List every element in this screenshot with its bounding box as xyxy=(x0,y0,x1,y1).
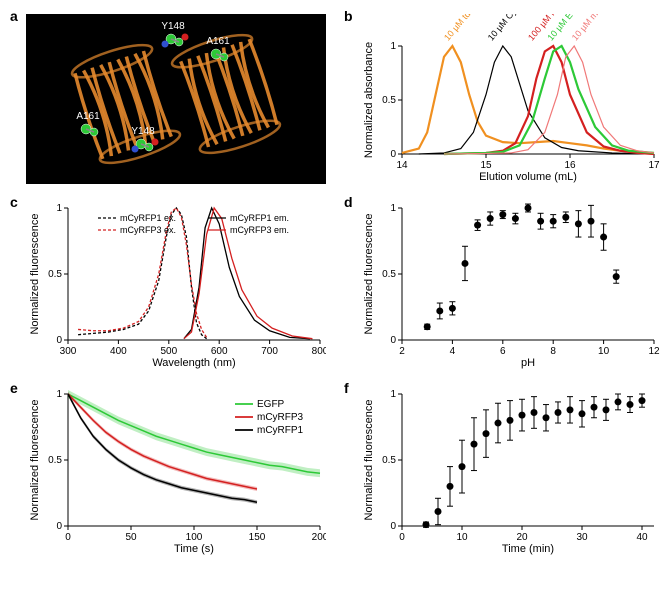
svg-text:800: 800 xyxy=(312,346,326,357)
svg-text:50: 50 xyxy=(125,532,137,543)
svg-text:Normalized fluorescence: Normalized fluorescence xyxy=(29,213,41,334)
svg-text:1: 1 xyxy=(56,203,62,214)
panel-d-label: d xyxy=(344,194,353,210)
panel-f: f 0 10 20 30 40 0 0.5 1 Time (min) Normalized flu… xyxy=(344,382,660,556)
protein-structure: Y148 A161 A161 Y148 xyxy=(26,14,326,184)
photobleach-chart: 0 50 100 150 200 0 0.5 1 Time (s) Normalized fluo… xyxy=(26,386,326,556)
svg-text:4: 4 xyxy=(450,346,456,357)
panel-f-label: f xyxy=(344,380,349,396)
svg-text:14: 14 xyxy=(396,160,408,171)
panel-e: e 0 50 100 150 200 0 0.5 1 Time (s) Normalized fl… xyxy=(10,382,326,556)
svg-text:pH: pH xyxy=(521,357,535,369)
svg-text:1: 1 xyxy=(390,389,396,400)
svg-text:6: 6 xyxy=(500,346,506,357)
panel-c-label: c xyxy=(10,194,18,210)
svg-text:mCyRFP1 em.: mCyRFP1 em. xyxy=(230,213,289,223)
svg-text:1: 1 xyxy=(56,389,62,400)
svg-text:Wavelength (nm): Wavelength (nm) xyxy=(152,357,235,369)
svg-text:8: 8 xyxy=(550,346,556,357)
svg-text:Time (s): Time (s) xyxy=(174,543,214,555)
svg-text:mCyRFP3: mCyRFP3 xyxy=(257,412,304,423)
svg-text:0.5: 0.5 xyxy=(382,455,396,466)
svg-text:10 µM mCyRFP3: 10 µM mCyRFP3 xyxy=(570,14,622,42)
svg-text:A161: A161 xyxy=(206,36,230,47)
svg-text:0: 0 xyxy=(65,532,71,543)
elution-chart: 14 15 16 17 0 0.5 1 Elution volume (mL) Normaliz… xyxy=(360,14,660,184)
svg-text:30: 30 xyxy=(576,532,588,543)
svg-text:10: 10 xyxy=(598,346,610,357)
maturation-chart: 0 10 20 30 40 0 0.5 1 Time (min) Normalized fluor… xyxy=(360,386,660,556)
svg-text:16: 16 xyxy=(564,160,576,171)
svg-text:mCyRFP3 ex.: mCyRFP3 ex. xyxy=(120,225,176,235)
svg-text:Time (min): Time (min) xyxy=(502,543,554,555)
svg-text:Normalized fluorescence: Normalized fluorescence xyxy=(363,213,375,334)
svg-text:17: 17 xyxy=(648,160,660,171)
svg-text:Normalized fluorescence: Normalized fluorescence xyxy=(363,399,375,520)
figure-grid: a Y148A161A161Y148 b 1415161700.51Elutio… xyxy=(10,10,659,556)
svg-text:150: 150 xyxy=(249,532,266,543)
svg-text:0: 0 xyxy=(390,521,396,532)
svg-text:0.5: 0.5 xyxy=(382,95,396,106)
svg-text:A161: A161 xyxy=(76,111,100,122)
panel-a: a Y148 A161 A161 Y148 xyxy=(10,10,326,184)
svg-text:10 µM CyRFP1: 10 µM CyRFP1 xyxy=(486,14,533,42)
svg-text:Normalized fluorescence: Normalized fluorescence xyxy=(29,399,41,520)
svg-text:100: 100 xyxy=(186,532,203,543)
panel-d: d 2 4 6 8 10 12 0 0.5 1 pH Normalized fluorescence xyxy=(344,196,660,370)
svg-text:mCyRFP1 ex.: mCyRFP1 ex. xyxy=(120,213,176,223)
panel-e-label: e xyxy=(10,380,18,396)
panel-b-label: b xyxy=(344,8,353,24)
panel-a-label: a xyxy=(10,8,18,24)
svg-text:500: 500 xyxy=(160,346,177,357)
panel-c: c 300 400 500 600 700 800 0 0.5 1 Wavelength (nm)… xyxy=(10,196,326,370)
svg-text:12: 12 xyxy=(648,346,660,357)
svg-text:1: 1 xyxy=(390,41,396,52)
svg-text:Y148: Y148 xyxy=(131,126,155,137)
svg-text:15: 15 xyxy=(480,160,492,171)
svg-text:0: 0 xyxy=(56,521,62,532)
svg-text:400: 400 xyxy=(110,346,127,357)
svg-text:0.5: 0.5 xyxy=(48,269,62,280)
svg-text:600: 600 xyxy=(211,346,228,357)
spectra-chart: 300 400 500 600 700 800 0 0.5 1 Wavelength (nm) No… xyxy=(26,200,326,370)
svg-text:40: 40 xyxy=(636,532,648,543)
svg-text:0: 0 xyxy=(390,149,396,160)
svg-text:200: 200 xyxy=(312,532,326,543)
ph-chart: 2 4 6 8 10 12 0 0.5 1 pH Normalized fluorescence xyxy=(360,200,660,370)
svg-text:Y148: Y148 xyxy=(161,21,185,32)
svg-text:300: 300 xyxy=(60,346,77,357)
panel-b: b 14 15 16 17 0 0.5 1 Elution volume (mL) Normal… xyxy=(344,10,660,184)
svg-text:0: 0 xyxy=(390,335,396,346)
svg-text:mCyRFP3 em.: mCyRFP3 em. xyxy=(230,225,289,235)
svg-text:20: 20 xyxy=(516,532,528,543)
svg-text:0.5: 0.5 xyxy=(382,269,396,280)
svg-text:1: 1 xyxy=(390,203,396,214)
svg-text:700: 700 xyxy=(261,346,278,357)
svg-text:10 µM tdTomato: 10 µM tdTomato xyxy=(442,14,491,42)
svg-text:0.5: 0.5 xyxy=(48,455,62,466)
svg-text:10: 10 xyxy=(456,532,468,543)
svg-text:0: 0 xyxy=(56,335,62,346)
svg-text:Normalized absorbance: Normalized absorbance xyxy=(363,42,375,158)
svg-text:2: 2 xyxy=(399,346,405,357)
svg-text:mCyRFP1: mCyRFP1 xyxy=(257,425,304,436)
svg-text:0: 0 xyxy=(399,532,405,543)
svg-text:Elution volume (mL): Elution volume (mL) xyxy=(479,171,577,183)
svg-text:EGFP: EGFP xyxy=(257,399,285,410)
